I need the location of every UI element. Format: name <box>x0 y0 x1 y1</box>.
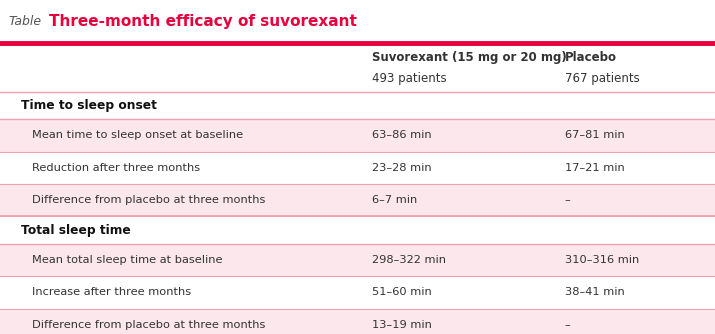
Text: Table: Table <box>9 15 41 28</box>
Text: 298–322 min: 298–322 min <box>372 255 445 265</box>
Text: Total sleep time: Total sleep time <box>21 224 131 236</box>
Bar <box>0 152 715 184</box>
Text: Difference from placebo at three months: Difference from placebo at three months <box>32 320 265 330</box>
Text: 6–7 min: 6–7 min <box>372 195 417 205</box>
Bar <box>0 92 715 119</box>
Bar <box>0 184 715 216</box>
Text: Placebo: Placebo <box>565 51 617 64</box>
Text: 767 patients: 767 patients <box>565 72 640 85</box>
Text: Mean total sleep time at baseline: Mean total sleep time at baseline <box>32 255 222 265</box>
Text: 63–86 min: 63–86 min <box>372 131 431 140</box>
Bar <box>0 244 715 276</box>
Text: 493 patients: 493 patients <box>372 72 446 85</box>
Text: Time to sleep onset: Time to sleep onset <box>21 99 157 112</box>
Bar <box>0 119 715 152</box>
Text: Difference from placebo at three months: Difference from placebo at three months <box>32 195 265 205</box>
Bar <box>0 309 715 334</box>
Text: Mean time to sleep onset at baseline: Mean time to sleep onset at baseline <box>32 131 243 140</box>
Bar <box>0 216 715 244</box>
Text: Suvorexant (15 mg or 20 mg): Suvorexant (15 mg or 20 mg) <box>372 51 566 64</box>
Bar <box>0 276 715 309</box>
Text: –: – <box>565 320 571 330</box>
Text: 67–81 min: 67–81 min <box>565 131 625 140</box>
Text: 310–316 min: 310–316 min <box>565 255 639 265</box>
Text: 13–19 min: 13–19 min <box>372 320 432 330</box>
Text: Three-month efficacy of suvorexant: Three-month efficacy of suvorexant <box>49 14 357 29</box>
Text: 38–41 min: 38–41 min <box>565 288 625 297</box>
Text: Reduction after three months: Reduction after three months <box>32 163 200 173</box>
Text: 51–60 min: 51–60 min <box>372 288 432 297</box>
Text: 17–21 min: 17–21 min <box>565 163 625 173</box>
Text: 23–28 min: 23–28 min <box>372 163 431 173</box>
Text: –: – <box>565 195 571 205</box>
Text: Increase after three months: Increase after three months <box>32 288 192 297</box>
